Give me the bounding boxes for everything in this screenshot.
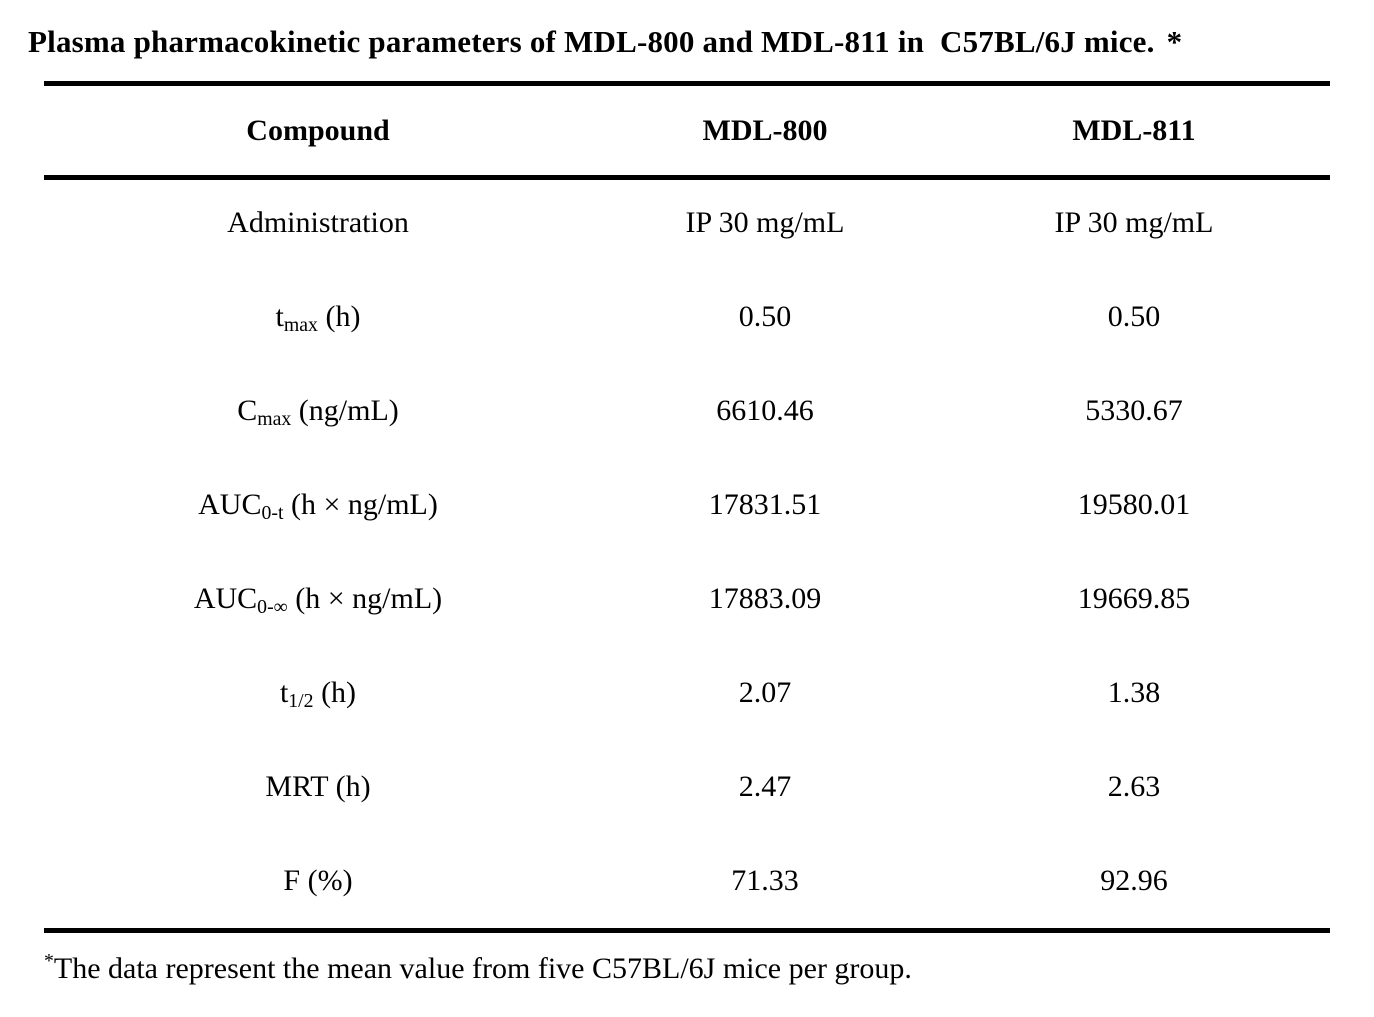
footnote-text: The data represent the mean value from f… — [53, 952, 912, 985]
value-mdl811: IP 30 mg/mL — [1054, 205, 1214, 239]
row-label: F (%) — [283, 863, 353, 897]
value-mdl800: 17883.09 — [708, 581, 822, 615]
title-footnote-marker: * — [1166, 24, 1183, 59]
table-footnote: *The data represent the mean value from … — [44, 950, 1334, 986]
table-row-f-percent: F (%) 71.33 92.96 — [44, 833, 1330, 927]
table-row-auc0t: AUC0-t (h × ng/mL) 17831.51 19580.01 — [44, 457, 1330, 551]
table-row-administration: Administration IP 30 mg/mL IP 30 mg/mL — [44, 175, 1330, 269]
table-row-mrt: MRT (h) 2.47 2.63 — [44, 739, 1330, 833]
header-mdl800: MDL-800 — [702, 114, 828, 147]
header-compound: Compound — [246, 114, 390, 147]
table-rule-header-divider — [44, 175, 1330, 180]
table-title-text: Plasma pharmacokinetic parameters of MDL… — [28, 24, 1155, 59]
pk-parameters-table: Compound MDL-800 MDL-811 Administration … — [44, 86, 1330, 927]
value-mdl811: 0.50 — [1107, 299, 1161, 333]
table-row-auc0inf: AUC0-∞ (h × ng/mL) 17883.09 19669.85 — [44, 551, 1330, 645]
value-mdl811: 5330.67 — [1085, 393, 1183, 427]
row-label: tmax (h) — [275, 299, 361, 336]
table-header-row: Compound MDL-800 MDL-811 — [44, 86, 1330, 175]
value-mdl811: 92.96 — [1100, 863, 1168, 897]
value-mdl800: 6610.46 — [716, 393, 814, 427]
value-mdl800: 71.33 — [731, 863, 799, 897]
value-mdl800: 2.47 — [738, 769, 792, 803]
value-mdl811: 19669.85 — [1077, 581, 1191, 615]
value-mdl800: 0.50 — [738, 299, 792, 333]
table-row-tmax: tmax (h) 0.50 0.50 — [44, 269, 1330, 363]
footnote-marker: * — [44, 950, 54, 973]
table-rule-bottom — [44, 928, 1330, 933]
table-row-thalf: t1/2 (h) 2.07 1.38 — [44, 645, 1330, 739]
row-label: t1/2 (h) — [279, 675, 357, 712]
header-mdl811: MDL-811 — [1072, 114, 1196, 147]
row-label: MRT (h) — [265, 769, 371, 803]
row-label: Administration — [227, 205, 409, 239]
value-mdl811: 2.63 — [1107, 769, 1161, 803]
table-title: Plasma pharmacokinetic parameters of MDL… — [28, 24, 1358, 60]
value-mdl800: IP 30 mg/mL — [685, 205, 845, 239]
table-rule-top — [44, 81, 1330, 86]
table-row-cmax: Cmax (ng/mL) 6610.46 5330.67 — [44, 363, 1330, 457]
value-mdl811: 1.38 — [1107, 675, 1161, 709]
value-mdl811: 19580.01 — [1077, 487, 1191, 521]
value-mdl800: 2.07 — [738, 675, 792, 709]
value-mdl800: 17831.51 — [708, 487, 822, 521]
row-label: AUC0-∞ (h × ng/mL) — [193, 581, 443, 618]
row-label: AUC0-t (h × ng/mL) — [198, 487, 438, 524]
row-label: Cmax (ng/mL) — [237, 393, 399, 430]
